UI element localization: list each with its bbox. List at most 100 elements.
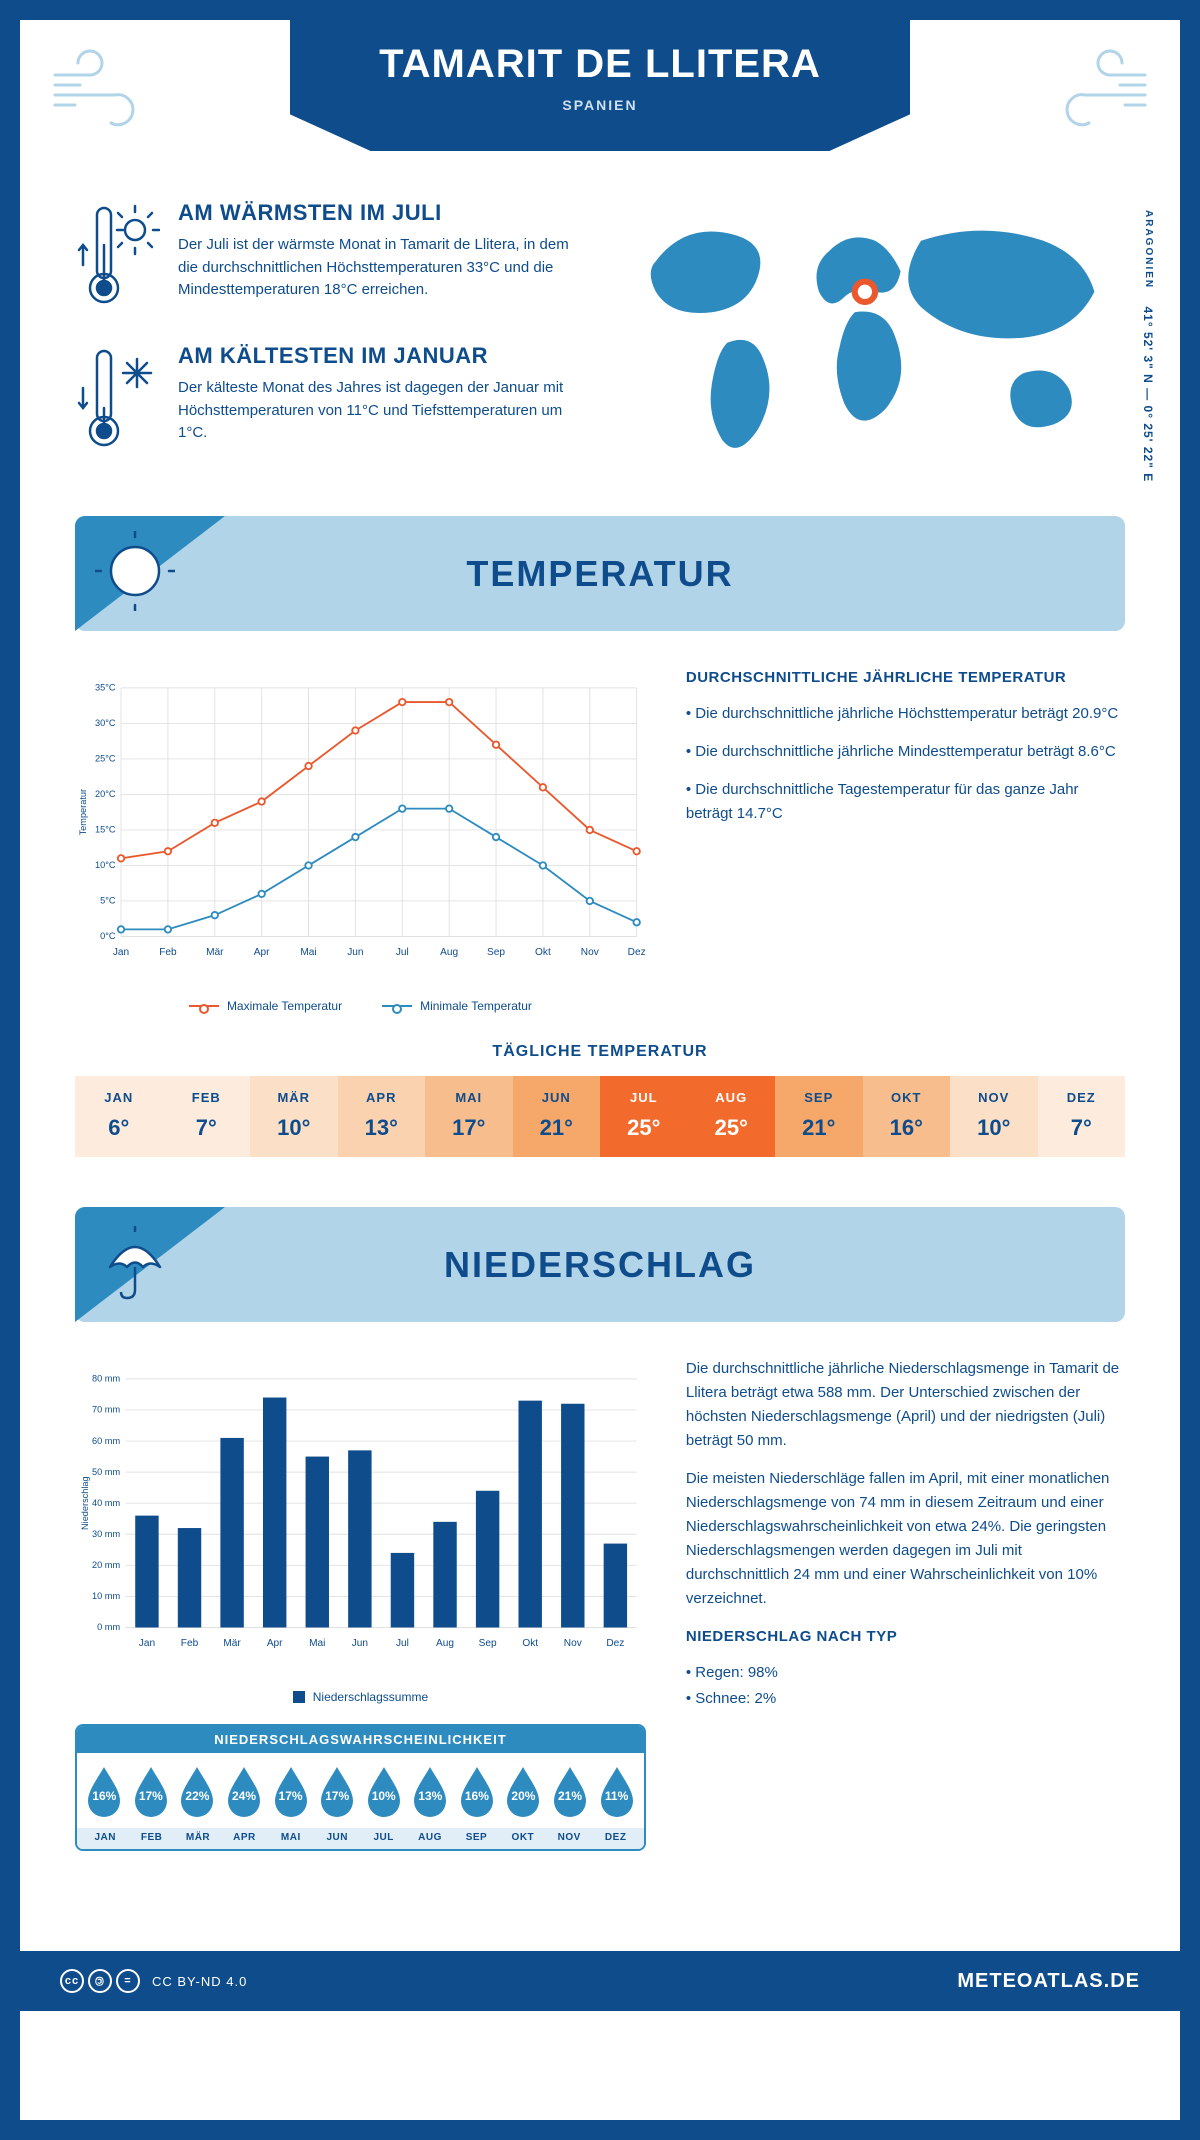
svg-text:Apr: Apr	[267, 1638, 283, 1649]
page-title: TAMARIT DE LLITERA	[290, 42, 910, 87]
header: TAMARIT DE LLITERA SPANIEN	[20, 20, 1180, 180]
svg-text:Jul: Jul	[396, 947, 409, 958]
daily-cell: MÄR10°	[250, 1076, 338, 1157]
probability-drop: 17%	[315, 1763, 360, 1822]
probability-month: AUG	[407, 1832, 453, 1843]
brand: METEOATLAS.DE	[957, 1970, 1140, 1993]
probability-drop: 17%	[129, 1763, 174, 1822]
thermometer-sun-icon	[75, 200, 160, 315]
temperature-banner: TEMPERATUR	[75, 516, 1125, 631]
precipitation-title: NIEDERSCHLAG	[444, 1244, 756, 1286]
summary-point: • Die durchschnittliche jährliche Mindes…	[686, 740, 1125, 764]
fact-warm: AM WÄRMSTEN IM JULI Der Juli ist der wär…	[75, 200, 585, 315]
svg-text:10°C: 10°C	[95, 860, 116, 870]
precipitation-content: 0 mm10 mm20 mm30 mm40 mm50 mm60 mm70 mm8…	[75, 1357, 1125, 1851]
svg-text:50 mm: 50 mm	[92, 1467, 120, 1477]
legend-min: Minimale Temperatur	[382, 999, 532, 1013]
precip-type-heading: NIEDERSCHLAG NACH TYP	[686, 1625, 1125, 1649]
svg-text:Jun: Jun	[347, 947, 363, 958]
svg-text:Apr: Apr	[254, 947, 270, 958]
svg-text:0°C: 0°C	[100, 931, 116, 941]
daily-cell: SEP21°	[775, 1076, 863, 1157]
precipitation-text: Die durchschnittliche jährliche Niedersc…	[686, 1357, 1125, 1851]
probability-panel: NIEDERSCHLAGSWAHRSCHEINLICHKEIT 16%17%22…	[75, 1724, 646, 1851]
svg-text:Jan: Jan	[139, 1638, 155, 1649]
probability-month: JUL	[360, 1832, 406, 1843]
svg-text:Mai: Mai	[309, 1638, 325, 1649]
page: TAMARIT DE LLITERA SPANIEN	[0, 0, 1200, 2140]
probability-month: SEP	[453, 1832, 499, 1843]
probability-drop: 24%	[222, 1763, 267, 1822]
daily-cell: APR13°	[338, 1076, 426, 1157]
content: AM WÄRMSTEN IM JULI Der Juli ist der wär…	[20, 180, 1180, 1911]
region-label: ARAGONIEN	[1143, 210, 1154, 289]
svg-text:5°C: 5°C	[100, 896, 116, 906]
footer: cc 🄯 = CC BY-ND 4.0 METEOATLAS.DE	[20, 1951, 1180, 2011]
probability-drop: 16%	[455, 1763, 500, 1822]
daily-cell: FEB7°	[163, 1076, 251, 1157]
daily-cell: AUG25°	[688, 1076, 776, 1157]
probability-month: OKT	[500, 1832, 546, 1843]
svg-text:Feb: Feb	[159, 947, 177, 958]
svg-text:Dez: Dez	[606, 1638, 624, 1649]
svg-text:Nov: Nov	[564, 1638, 583, 1649]
temperature-title: TEMPERATUR	[466, 553, 733, 595]
probability-drop: 22%	[175, 1763, 220, 1822]
cc-badge-icon: cc 🄯 =	[60, 1969, 140, 1993]
chart-legend: Maximale Temperatur Minimale Temperatur	[75, 999, 646, 1013]
svg-text:Aug: Aug	[436, 1638, 454, 1649]
svg-text:10 mm: 10 mm	[92, 1591, 120, 1601]
probability-drop: 20%	[501, 1763, 546, 1822]
fact-cold-text: Der kälteste Monat des Jahres ist dagege…	[178, 377, 585, 445]
precip-p2: Die meisten Niederschläge fallen im Apri…	[686, 1467, 1125, 1611]
probability-month: DEZ	[592, 1832, 638, 1843]
sun-icon	[95, 531, 175, 616]
bar-legend: Niederschlagssumme	[75, 1690, 646, 1704]
probability-month: MAI	[268, 1832, 314, 1843]
daily-cell: MAI17°	[425, 1076, 513, 1157]
svg-text:Okt: Okt	[522, 1638, 538, 1649]
svg-text:Nov: Nov	[581, 947, 600, 958]
license: cc 🄯 = CC BY-ND 4.0	[60, 1969, 247, 1993]
page-subtitle: SPANIEN	[290, 97, 910, 113]
summary-heading: DURCHSCHNITTLICHE JÄHRLICHE TEMPERATUR	[686, 666, 1125, 690]
probability-month: MÄR	[175, 1832, 221, 1843]
probability-drop: 16%	[82, 1763, 127, 1822]
thermometer-snow-icon	[75, 343, 160, 458]
probability-month: JAN	[82, 1832, 128, 1843]
daily-temp-table: JAN6°FEB7°MÄR10°APR13°MAI17°JUN21°JUL25°…	[75, 1076, 1125, 1157]
svg-text:Mär: Mär	[206, 947, 224, 958]
svg-text:0 mm: 0 mm	[97, 1622, 120, 1632]
precipitation-banner: NIEDERSCHLAG	[75, 1207, 1125, 1322]
daily-cell: JUN21°	[513, 1076, 601, 1157]
probability-drop: 21%	[548, 1763, 593, 1822]
summary-point: • Die durchschnittliche Tagestemperatur …	[686, 778, 1125, 826]
world-map-icon	[615, 200, 1125, 465]
intro-section: AM WÄRMSTEN IM JULI Der Juli ist der wär…	[75, 200, 1125, 486]
svg-text:Niederschlag: Niederschlag	[80, 1476, 90, 1530]
license-text: CC BY-ND 4.0	[152, 1974, 247, 1989]
daily-cell: JAN6°	[75, 1076, 163, 1157]
fact-cold-heading: AM KÄLTESTEN IM JANUAR	[178, 343, 585, 369]
svg-text:Jul: Jul	[396, 1638, 409, 1649]
svg-text:Aug: Aug	[440, 947, 458, 958]
daily-cell: JUL25°	[600, 1076, 688, 1157]
svg-text:Sep: Sep	[479, 1638, 497, 1649]
summary-point: • Die durchschnittliche jährliche Höchst…	[686, 702, 1125, 726]
svg-text:Temperatur: Temperatur	[78, 789, 88, 835]
svg-text:35°C: 35°C	[95, 683, 116, 693]
probability-month: JUN	[314, 1832, 360, 1843]
probability-drop: 13%	[408, 1763, 453, 1822]
daily-cell: DEZ7°	[1038, 1076, 1126, 1157]
precipitation-chart-col: 0 mm10 mm20 mm30 mm40 mm50 mm60 mm70 mm8…	[75, 1357, 646, 1851]
probability-drop: 17%	[268, 1763, 313, 1822]
probability-month: FEB	[128, 1832, 174, 1843]
svg-text:80 mm: 80 mm	[92, 1374, 120, 1384]
svg-text:30 mm: 30 mm	[92, 1529, 120, 1539]
daily-temp-title: TÄGLICHE TEMPERATUR	[75, 1043, 1125, 1061]
fact-warm-heading: AM WÄRMSTEN IM JULI	[178, 200, 585, 226]
probability-drop: 10%	[361, 1763, 406, 1822]
umbrella-icon	[95, 1222, 175, 1307]
svg-text:25°C: 25°C	[95, 754, 116, 764]
svg-text:40 mm: 40 mm	[92, 1498, 120, 1508]
